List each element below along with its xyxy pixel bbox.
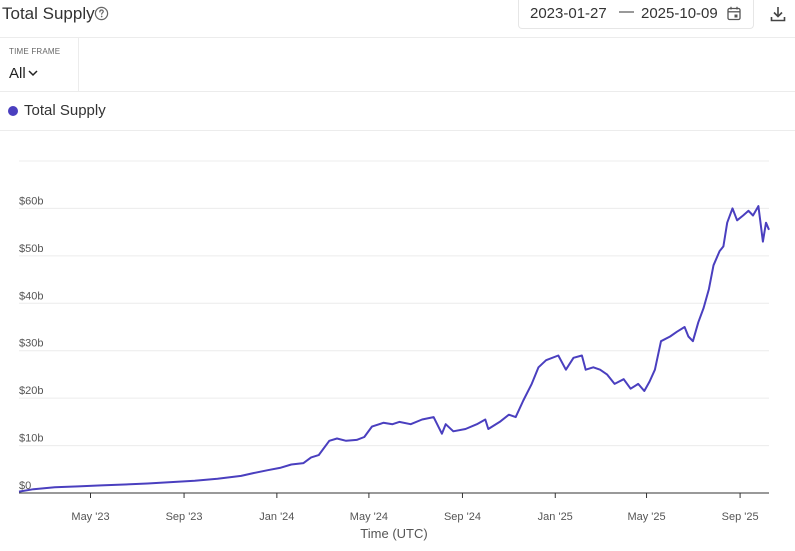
date-range-picker[interactable]: 2023-01-27 — 2025-10-09	[518, 0, 754, 29]
x-axis-title: Time (UTC)	[360, 526, 427, 541]
y-tick-label: $20b	[19, 385, 43, 397]
y-tick-label: $60b	[19, 195, 43, 207]
x-tick-label: May '25	[627, 511, 665, 523]
legend-label: Total Supply	[24, 102, 106, 119]
series-line-total-supply	[18, 205, 770, 493]
x-tick-label: Sep '25	[722, 511, 759, 523]
chart-header: Total Supply 2023-01-27 — 2025-10-09	[0, 0, 795, 30]
chevron-down-icon[interactable]	[28, 69, 38, 77]
x-tick-label: May '23	[71, 511, 109, 523]
divider-middle	[0, 91, 795, 92]
x-tick-label: Jan '25	[538, 511, 573, 523]
y-tick-label: $10b	[19, 433, 43, 445]
x-tick-label: May '24	[350, 511, 388, 523]
line-chart: $0 $10b $20b $30b $40b $50b $60b May '23 Sep '23…	[18, 160, 770, 541]
x-tick-label: Sep '24	[444, 511, 481, 523]
timeframe-value[interactable]: All	[9, 65, 26, 82]
download-icon[interactable]	[768, 4, 788, 24]
divider-bottom	[0, 130, 795, 131]
divider-top	[0, 37, 795, 38]
legend-dot	[8, 106, 18, 116]
chart-title: Total Supply	[2, 4, 95, 23]
calendar-icon[interactable]	[727, 6, 741, 21]
date-separator: —	[619, 3, 634, 20]
x-tick-label: Jan '24	[259, 511, 294, 523]
date-start[interactable]: 2023-01-27	[530, 5, 607, 22]
date-end[interactable]: 2025-10-09	[641, 5, 718, 22]
timeframe-label: TIME FRAME	[9, 47, 61, 56]
y-tick-label: $50b	[19, 243, 43, 255]
y-tick-label: $0	[19, 480, 31, 492]
y-tick-label: $30b	[19, 338, 43, 350]
help-circle-icon[interactable]	[94, 6, 109, 21]
timeframe-selector[interactable]: TIME FRAME All	[0, 38, 79, 91]
y-tick-label: $40b	[19, 290, 43, 302]
x-tick-label: Sep '23	[166, 511, 203, 523]
